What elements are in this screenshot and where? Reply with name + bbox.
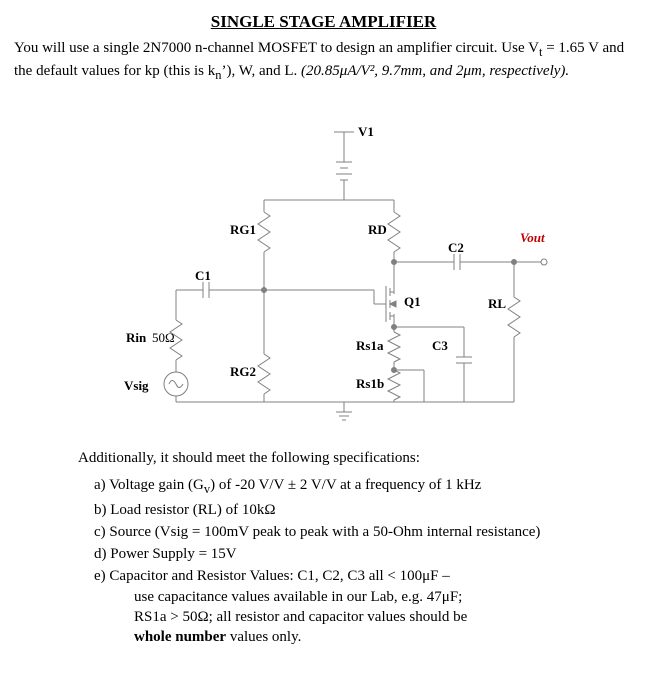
label-rs1b: Rs1b (356, 376, 384, 391)
label-rg2: RG2 (230, 364, 256, 379)
label-rd: RD (368, 222, 387, 237)
label-v1: V1 (358, 124, 374, 139)
label-c2: C2 (448, 240, 464, 255)
label-c3: C3 (432, 338, 448, 353)
spec-d: d) Power Supply = 15V (114, 544, 633, 564)
label-q1: Q1 (404, 294, 421, 309)
label-c1: C1 (195, 268, 211, 283)
label-rin: Rin (126, 330, 147, 345)
label-vout: Vout (520, 230, 545, 245)
spec-e: e) Capacitor and Resistor Values: C1, C2… (114, 566, 633, 647)
spec-c: c) Source (Vsig = 100mV peak to peak wit… (114, 522, 633, 542)
intro-text-3: ’), W, and L. (221, 63, 301, 79)
spec-b: b) Load resistor (RL) of 10kΩ (114, 500, 633, 520)
label-vsig: Vsig (124, 378, 149, 393)
intro-text-1: You will use a single 2N7000 n-channel M… (14, 40, 539, 56)
label-rs1a: Rs1a (356, 338, 384, 353)
label-rg1: RG1 (230, 222, 256, 237)
intro-paragraph: You will use a single 2N7000 n-channel M… (14, 38, 633, 84)
spec-list: a) Voltage gain (Gv) of -20 V/V ± 2 V/V … (94, 475, 633, 648)
spec-a: a) Voltage gain (Gv) of -20 V/V ± 2 V/V … (114, 475, 633, 498)
spec-intro: Additionally, it should meet the followi… (78, 450, 633, 467)
circuit-diagram: V1 RG1 RD C2 Vout C1 Q1 RL Rin 50Ω Rs1a … (64, 102, 584, 432)
label-rl: RL (488, 296, 506, 311)
page-title: SINGLE STAGE AMPLIFIER (14, 12, 633, 32)
intro-params: (20.85μA/V², 9.7mm, and 2μm, respectivel… (301, 63, 569, 79)
label-rin-val: 50Ω (152, 330, 175, 345)
